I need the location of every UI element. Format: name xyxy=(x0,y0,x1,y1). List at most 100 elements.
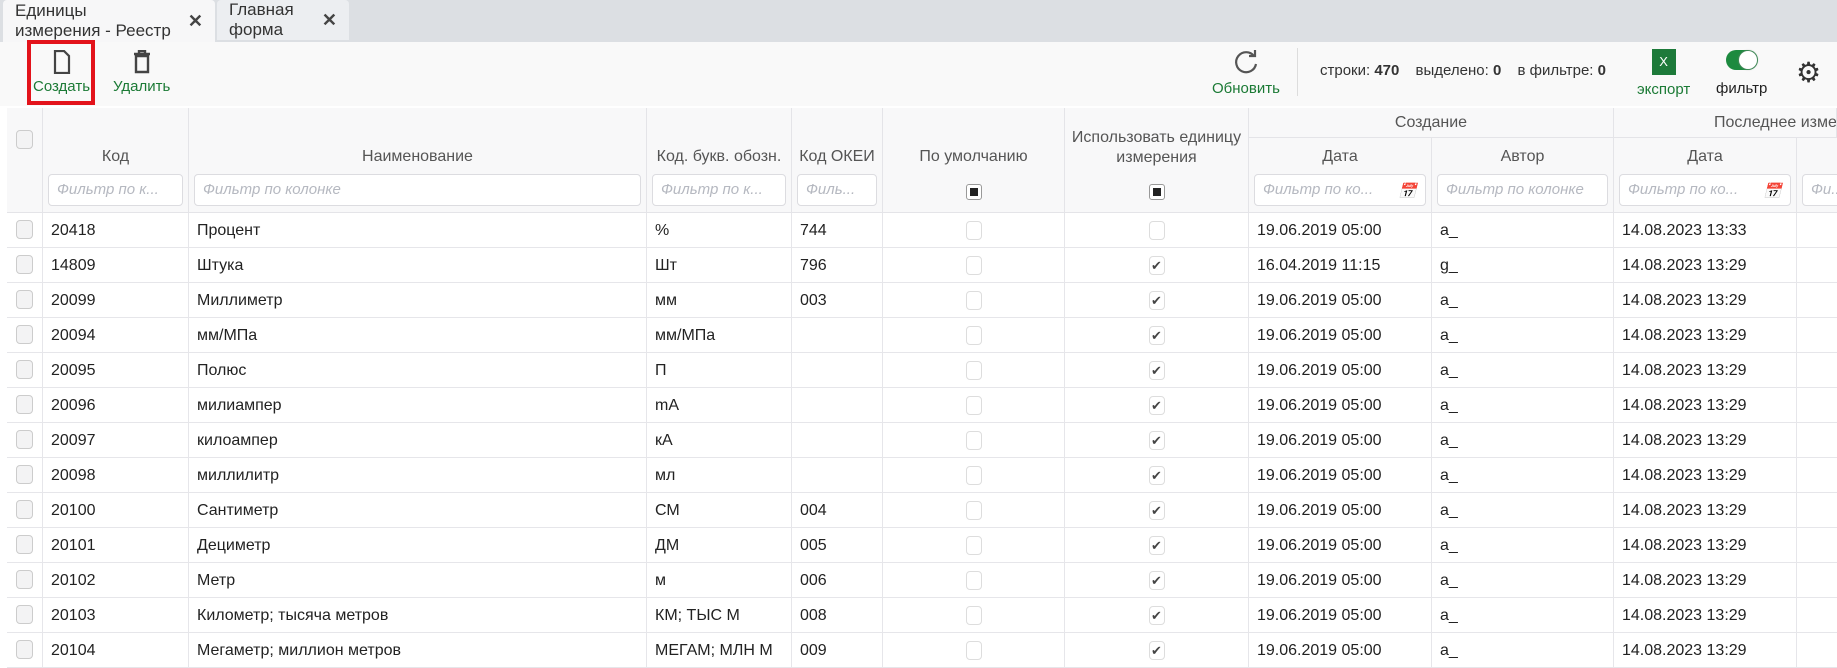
row-checkbox[interactable] xyxy=(16,605,33,624)
col-title: Автор xyxy=(1500,148,1545,165)
checkbox[interactable] xyxy=(965,641,982,660)
col-title: По умолчанию xyxy=(919,148,1028,165)
create-button[interactable]: Создать xyxy=(33,50,90,95)
checkbox[interactable] xyxy=(1148,221,1165,240)
col-letter[interactable]: Код. букв. обозн. Фильтр по к... xyxy=(647,108,792,213)
row-checkbox[interactable] xyxy=(16,395,33,414)
calendar-icon[interactable]: 📅 xyxy=(1398,183,1417,200)
select-all-header xyxy=(7,108,43,213)
checked-checkbox[interactable]: ✔ xyxy=(1148,571,1165,590)
checkbox[interactable] xyxy=(965,256,982,275)
checkbox[interactable] xyxy=(965,291,982,310)
filter-input-name[interactable]: Фильтр по колонке xyxy=(194,174,641,206)
checked-checkbox[interactable]: ✔ xyxy=(1148,501,1165,520)
checkbox[interactable] xyxy=(965,431,982,450)
cell-cdate: 19.06.2019 05:00 xyxy=(1249,598,1432,633)
gear-icon[interactable]: ⚙ xyxy=(1796,57,1822,88)
checked-checkbox[interactable]: ✔ xyxy=(1148,256,1165,275)
table-row[interactable]: 20104 Мегаметр; миллион метров МЕГАМ; МЛН … xyxy=(7,633,1837,668)
col-use[interactable]: Использовать единицу измерения xyxy=(1065,108,1249,213)
filter-input-next[interactable]: Фи... xyxy=(1802,174,1837,206)
row-checkbox[interactable] xyxy=(16,220,33,239)
table-row[interactable]: 20101 Дециметр ДМ 005 ✔ 19.06.2019 05:00 a_ 14.… xyxy=(7,528,1837,563)
table-row[interactable]: 20097 килоампер кА ✔ 19.06.2019 05:00 a_ 14.08… xyxy=(7,423,1837,458)
calendar-icon[interactable]: 📅 xyxy=(1763,183,1782,200)
col-okei[interactable]: Код ОКЕИ Филь... xyxy=(792,108,883,213)
col-default[interactable]: По умолчанию xyxy=(883,108,1065,213)
refresh-button[interactable]: Обновить xyxy=(1212,48,1280,97)
table-row[interactable]: 20095 Полюс П ✔ 19.06.2019 05:00 a_ 14.08.2023… xyxy=(7,353,1837,388)
checkbox[interactable] xyxy=(965,501,982,520)
cell-okei: 003 xyxy=(792,283,883,318)
checked-checkbox[interactable]: ✔ xyxy=(1148,606,1165,625)
close-icon[interactable]: ✕ xyxy=(321,9,337,30)
checked-checkbox[interactable]: ✔ xyxy=(1148,396,1165,415)
row-checkbox[interactable] xyxy=(16,290,33,309)
filter-input-okei[interactable]: Филь... xyxy=(797,174,877,206)
export-button[interactable]: X экспорт xyxy=(1637,49,1690,98)
checked-checkbox[interactable]: ✔ xyxy=(1148,641,1165,660)
checkbox[interactable] xyxy=(965,221,982,240)
checked-checkbox[interactable]: ✔ xyxy=(1148,536,1165,555)
toggle-switch[interactable] xyxy=(1725,50,1758,70)
cell-mdate: 14.08.2023 13:29 xyxy=(1614,633,1797,668)
table-row[interactable]: 20418 Процент% 744 19.06.2019 05:00 a_ 14.08.… xyxy=(7,213,1837,248)
col-name[interactable]: Наименование Фильтр по колонке xyxy=(189,108,647,213)
filter-toggle[interactable]: фильтр xyxy=(1716,50,1767,97)
checkbox[interactable] xyxy=(965,396,982,415)
export-label: экспорт xyxy=(1637,81,1691,98)
filter-input-author[interactable]: Фильтр по колонке xyxy=(1437,174,1608,206)
checkbox[interactable] xyxy=(965,571,982,590)
filter-input-letter[interactable]: Фильтр по к... xyxy=(652,174,786,206)
filter-input-code[interactable]: Фильтр по к... xyxy=(48,174,183,206)
row-select-cell xyxy=(7,388,43,423)
tab-units-registry[interactable]: Единицы измерения - Реестр ✕ xyxy=(3,0,215,42)
cell-mdate: 14.08.2023 13:29 xyxy=(1614,353,1797,388)
checkbox[interactable] xyxy=(965,466,982,485)
row-checkbox[interactable] xyxy=(16,325,33,344)
row-checkbox[interactable] xyxy=(16,255,33,274)
filter-input-modified-date[interactable]: Фильтр по ко... 📅 xyxy=(1619,174,1791,206)
table-row[interactable]: 20098 миллилитр мл ✔ 19.06.2019 05:00 a_ 14.08… xyxy=(7,458,1837,493)
row-checkbox[interactable] xyxy=(16,640,33,659)
cell-cdate: 19.06.2019 05:00 xyxy=(1249,458,1432,493)
filter-checkbox-use[interactable] xyxy=(1148,184,1165,200)
checkbox[interactable] xyxy=(965,536,982,555)
close-icon[interactable]: ✕ xyxy=(187,10,203,31)
checked-checkbox[interactable]: ✔ xyxy=(1148,361,1165,380)
col-code[interactable]: Код Фильтр по к... xyxy=(43,108,189,213)
cell-author: a_ xyxy=(1432,493,1614,528)
tab-main-form[interactable]: Главная форма ✕ xyxy=(217,0,349,40)
col-created-date[interactable]: Дата Фильтр по ко... 📅 xyxy=(1249,138,1432,213)
checked-checkbox[interactable]: ✔ xyxy=(1148,326,1165,345)
checkbox[interactable] xyxy=(965,361,982,380)
row-checkbox[interactable] xyxy=(16,500,33,519)
table-row[interactable]: 20099 Миллиметр мм 003 ✔ 19.06.2019 05:00 a_ 14… xyxy=(7,283,1837,318)
table-row[interactable]: 20100 Сантиметр СМ 004 ✔ 19.06.2019 05:00 a_ 14… xyxy=(7,493,1837,528)
delete-button[interactable]: Удалить xyxy=(113,50,170,95)
col-modified-date[interactable]: Дата Фильтр по ко... 📅 xyxy=(1614,138,1797,213)
filter-input-created-date[interactable]: Фильтр по ко... 📅 xyxy=(1254,174,1426,206)
row-checkbox[interactable] xyxy=(16,465,33,484)
row-checkbox[interactable] xyxy=(16,570,33,589)
checkbox[interactable] xyxy=(965,326,982,345)
row-checkbox[interactable] xyxy=(16,535,33,554)
cell-letter: мл xyxy=(647,458,792,493)
checkbox[interactable] xyxy=(965,606,982,625)
table-row[interactable]: 20103 Километр; тысяча метров КМ; ТЫС М 008… xyxy=(7,598,1837,633)
row-checkbox[interactable] xyxy=(16,430,33,449)
table-row[interactable]: 14809 Штука Шт 796 ✔ 16.04.2019 11:15 g_ 14.08.… xyxy=(7,248,1837,283)
col-next[interactable]: Фи... xyxy=(1797,138,1837,213)
excel-icon: X xyxy=(1651,49,1676,75)
select-all-checkbox[interactable] xyxy=(16,130,33,149)
filter-label: фильтр xyxy=(1716,80,1768,97)
table-row[interactable]: 20094 мм/МПа мм/МПа ✔ 19.06.2019 05:00 a_ 14.0… xyxy=(7,318,1837,353)
checked-checkbox[interactable]: ✔ xyxy=(1148,466,1165,485)
checked-checkbox[interactable]: ✔ xyxy=(1148,431,1165,450)
col-author[interactable]: Автор Фильтр по колонке xyxy=(1432,138,1614,213)
row-checkbox[interactable] xyxy=(16,360,33,379)
filter-checkbox-default[interactable] xyxy=(965,184,982,200)
table-row[interactable]: 20102 Метр м 006 ✔ 19.06.2019 05:00 a_ 14.08.20… xyxy=(7,563,1837,598)
table-row[interactable]: 20096 милиампер mA ✔ 19.06.2019 05:00 a_ 14.08… xyxy=(7,388,1837,423)
checked-checkbox[interactable]: ✔ xyxy=(1148,291,1165,310)
